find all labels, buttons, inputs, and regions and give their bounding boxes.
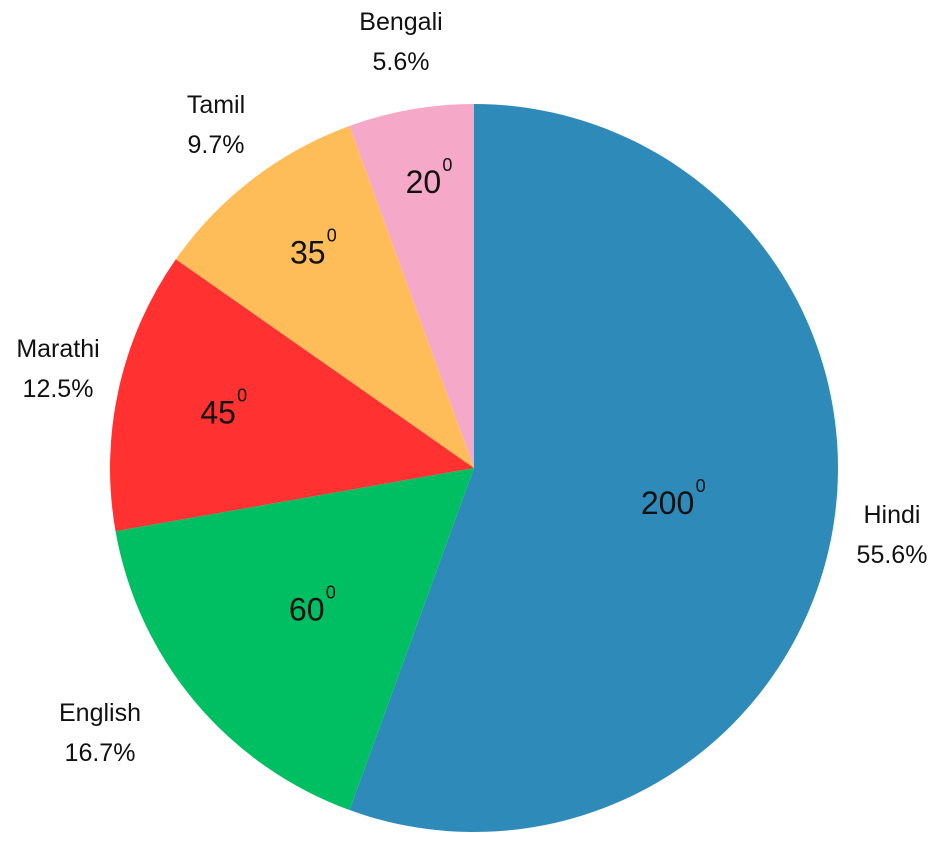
slice-degree-sup: 0: [326, 582, 336, 602]
slice-value-hindi: 200: [641, 485, 694, 521]
slice-percent-english: 16.7%: [65, 739, 136, 767]
pie-slice-marathi: [109, 259, 474, 532]
slice-percent-tamil: 9.7%: [188, 131, 245, 159]
slice-value-english: 60: [289, 591, 325, 627]
pie-slice-bengali: [349, 104, 474, 468]
slice-degree-sup: 0: [696, 476, 706, 496]
slice-percent-hindi: 55.6%: [857, 541, 928, 569]
pie-slice-hindi: [349, 104, 838, 832]
slice-value-marathi: 45: [200, 394, 236, 430]
slice-name-tamil: Tamil: [187, 91, 245, 119]
pie-slice-tamil: [175, 125, 474, 468]
slice-degree-sup: 0: [237, 385, 247, 405]
slice-name-marathi: Marathi: [16, 335, 99, 363]
pie-slice-english: [115, 468, 475, 811]
slice-degree-sup: 0: [442, 155, 452, 175]
slice-name-hindi: Hindi: [864, 501, 921, 529]
slice-value-tamil: 35: [290, 234, 326, 270]
slice-name-bengali: Bengali: [359, 8, 442, 36]
slice-value-bengali: 20: [406, 164, 442, 200]
slice-percent-bengali: 5.6%: [373, 48, 430, 76]
slice-degree-sup: 0: [327, 225, 337, 245]
pie-slices: [109, 104, 838, 832]
slice-name-english: English: [59, 699, 141, 727]
slice-percent-marathi: 12.5%: [23, 375, 94, 403]
